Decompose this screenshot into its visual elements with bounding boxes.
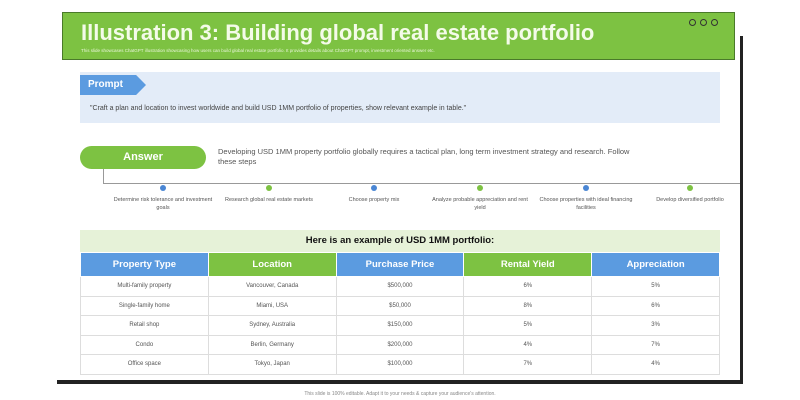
timeline-step: Research global real estate markets bbox=[219, 185, 319, 204]
prompt-text: "Craft a plan and location to invest wor… bbox=[90, 105, 467, 112]
table-cell: Miami, USA bbox=[207, 295, 337, 316]
step-label: Choose properties with ideal financing f… bbox=[539, 197, 633, 211]
table-cell: Vancouver, Canada bbox=[207, 276, 337, 297]
timeline-step: Choose property mix bbox=[324, 185, 424, 204]
prompt-label: Prompt bbox=[80, 75, 146, 95]
table-cell: 8% bbox=[463, 295, 593, 316]
table-cell: Sydney, Australia bbox=[207, 315, 337, 336]
table-cell: $150,000 bbox=[335, 315, 465, 336]
table-cell: 6% bbox=[463, 276, 593, 297]
table-cell: Office space bbox=[80, 354, 209, 375]
column-header: Appreciation bbox=[591, 252, 720, 277]
step-label: Research global real estate markets bbox=[224, 197, 314, 203]
table-cell: 6% bbox=[591, 295, 720, 316]
table-row: Multi-family property Vancouver, Canada $5… bbox=[80, 276, 720, 297]
more-options-icon[interactable] bbox=[689, 19, 718, 26]
step-dot-icon bbox=[371, 185, 377, 191]
step-dot-icon bbox=[477, 185, 483, 191]
table-cell: Multi-family property bbox=[80, 276, 209, 297]
step-dot-icon bbox=[160, 185, 166, 191]
timeline-line bbox=[103, 183, 740, 184]
footer-note: This slide is 100% editable. Adapt it to… bbox=[304, 391, 496, 397]
portfolio-table: Property Type Location Purchase Price Renta… bbox=[80, 252, 720, 375]
page-title: Illustration 3: Building global real est… bbox=[81, 20, 595, 45]
table-cell: Condo bbox=[80, 334, 209, 355]
table-cell: Retail shop bbox=[80, 315, 209, 336]
answer-label: Answer bbox=[80, 146, 206, 169]
table-cell: Tokyo, Japan bbox=[207, 354, 337, 375]
step-dot-icon bbox=[687, 185, 693, 191]
header-bar: Illustration 3: Building global real est… bbox=[62, 12, 735, 60]
table-cell: 4% bbox=[591, 354, 720, 375]
table-row: Retail shop Sydney, Australia $150,000 5% 3% bbox=[80, 315, 720, 336]
table-cell: 3% bbox=[591, 315, 720, 336]
timeline-step: Analyze probable appreciation and rent y… bbox=[430, 185, 530, 212]
answer-text: Developing USD 1MM property portfolio gl… bbox=[218, 147, 630, 166]
table-row: Office space Tokyo, Japan $100,000 7% 4% bbox=[80, 354, 720, 375]
table-cell: $500,000 bbox=[335, 276, 465, 297]
step-label: Choose property mix bbox=[348, 197, 400, 203]
column-header: Rental Yield bbox=[463, 252, 593, 277]
timeline-step: Choose properties with ideal financing f… bbox=[536, 185, 636, 212]
table-cell: Berlin, Germany bbox=[207, 334, 337, 355]
step-label: Analyze probable appreciation and rent y… bbox=[432, 197, 528, 211]
timeline-step: Develop diversified portfolio bbox=[640, 185, 740, 204]
table-cell: 5% bbox=[463, 315, 593, 336]
column-header: Property Type bbox=[80, 252, 209, 277]
page-subtitle: This slide showcases ChatGPT illustratio… bbox=[81, 48, 435, 53]
column-header: Purchase Price bbox=[335, 252, 465, 277]
step-dot-icon bbox=[266, 185, 272, 191]
step-label: Determine risk tolerance and investment … bbox=[113, 197, 213, 211]
step-label: Develop diversified portfolio bbox=[656, 197, 724, 203]
step-dot-icon bbox=[583, 185, 589, 191]
table-cell: 7% bbox=[463, 354, 593, 375]
table-cell: $100,000 bbox=[335, 354, 465, 375]
table-row: Single-family home Miami, USA $50,000 8% 6% bbox=[80, 295, 720, 316]
table-row: Condo Berlin, Germany $200,000 4% 7% bbox=[80, 334, 720, 355]
table-cell: 4% bbox=[463, 334, 593, 355]
table-cell: $50,000 bbox=[335, 295, 465, 316]
table-cell: 5% bbox=[591, 276, 720, 297]
table-cell: Single-family home bbox=[80, 295, 209, 316]
table-cell: $200,000 bbox=[335, 334, 465, 355]
timeline-step: Determine risk tolerance and investment … bbox=[113, 185, 213, 212]
timeline-connector bbox=[103, 169, 104, 183]
column-header: Location bbox=[207, 252, 337, 277]
table-cell: 7% bbox=[591, 334, 720, 355]
prompt-box: Prompt "Craft a plan and location to inv… bbox=[80, 72, 720, 123]
table-title: Here is an example of USD 1MM portfolio: bbox=[80, 230, 720, 252]
